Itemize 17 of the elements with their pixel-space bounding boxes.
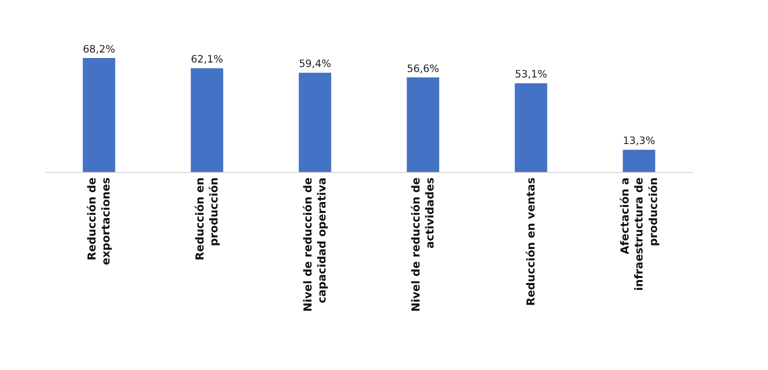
data-label: 13,3% — [622, 136, 656, 148]
data-label: 56,6% — [406, 64, 440, 75]
data-label: 68,2% — [82, 44, 116, 56]
data-label: 53,1% — [514, 70, 548, 81]
x-tick-label: Reducción en producción — [193, 177, 221, 260]
bar — [190, 68, 224, 172]
bar — [82, 58, 116, 172]
bar — [514, 83, 548, 172]
x-tick-label: Nivel de reducción de actividades — [409, 176, 437, 312]
x-tick-label: Reducción en ventas — [524, 176, 538, 306]
bar — [298, 72, 332, 172]
bar — [622, 150, 656, 172]
bar — [406, 77, 440, 172]
x-tick-label: Afectación a infraestructura de producción — [618, 177, 660, 291]
data-label: 62,1% — [190, 54, 224, 66]
data-label: 59,4% — [298, 59, 332, 70]
x-tick-label: Reducción de exportaciones — [85, 176, 113, 266]
